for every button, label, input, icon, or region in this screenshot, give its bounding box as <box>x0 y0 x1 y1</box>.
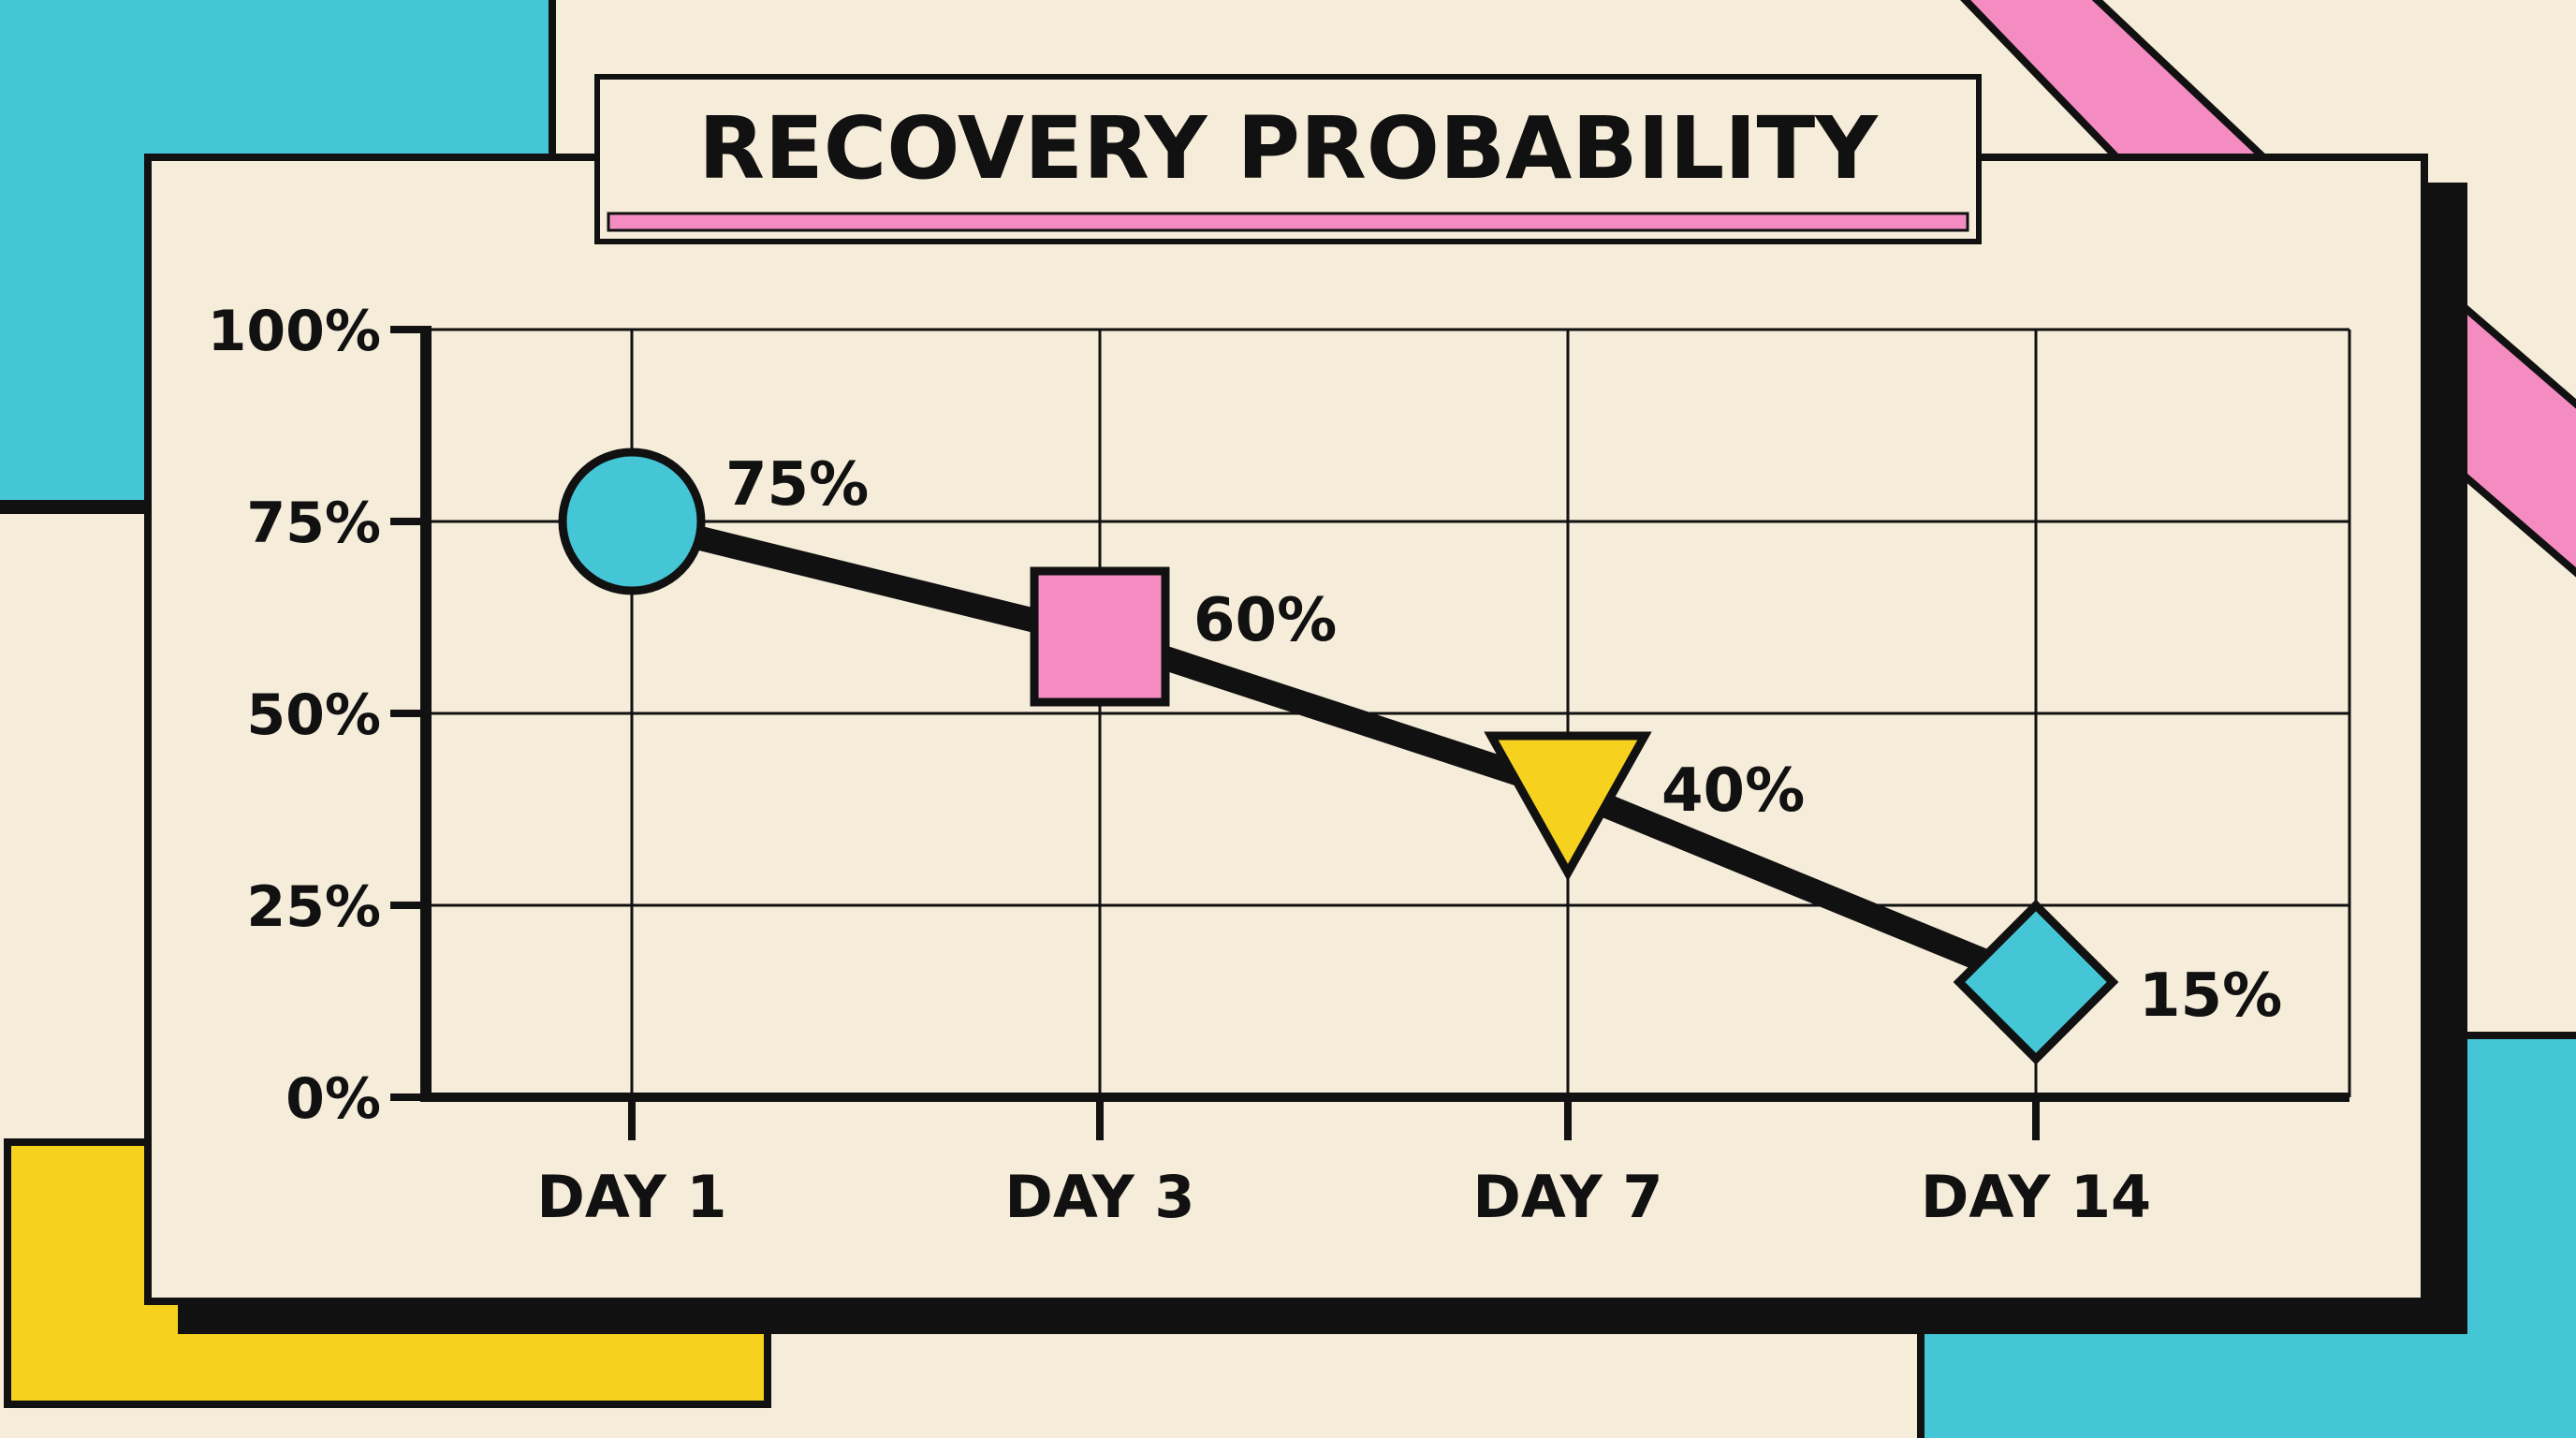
y-tick-label: 0% <box>285 1066 381 1132</box>
y-tick-label: 25% <box>246 874 381 940</box>
x-tick-label: DAY 7 <box>1472 1163 1662 1231</box>
data-label: 40% <box>1661 756 1805 826</box>
data-label: 60% <box>1193 586 1337 655</box>
chart-panel <box>144 154 2428 1305</box>
y-tick-label: 100% <box>208 299 381 364</box>
data-point-circle <box>558 448 706 595</box>
x-tick-label: DAY 14 <box>1921 1163 2151 1231</box>
y-tick-label: 50% <box>246 682 381 748</box>
title-box: RECOVERY PROBABILITY <box>594 74 1982 244</box>
x-tick-label: DAY 1 <box>536 1163 726 1231</box>
title-underline <box>607 212 1969 232</box>
data-point-triangle <box>1484 731 1652 882</box>
x-tick-label: DAY 3 <box>1004 1163 1194 1231</box>
data-label: 15% <box>2139 961 2282 1031</box>
y-tick-label: 75% <box>246 491 381 556</box>
data-label: 75% <box>725 450 869 520</box>
series-line <box>628 509 2041 994</box>
plot-area: 0% 25% 50% 75% 100% DAY 1 DAY 3 DAY 7 DAY 14 75% 6… <box>208 299 2351 1231</box>
data-point-square <box>1030 566 1170 707</box>
data-point-diamond <box>1953 899 2119 1065</box>
chart-title: RECOVERY PROBABILITY <box>698 98 1879 198</box>
